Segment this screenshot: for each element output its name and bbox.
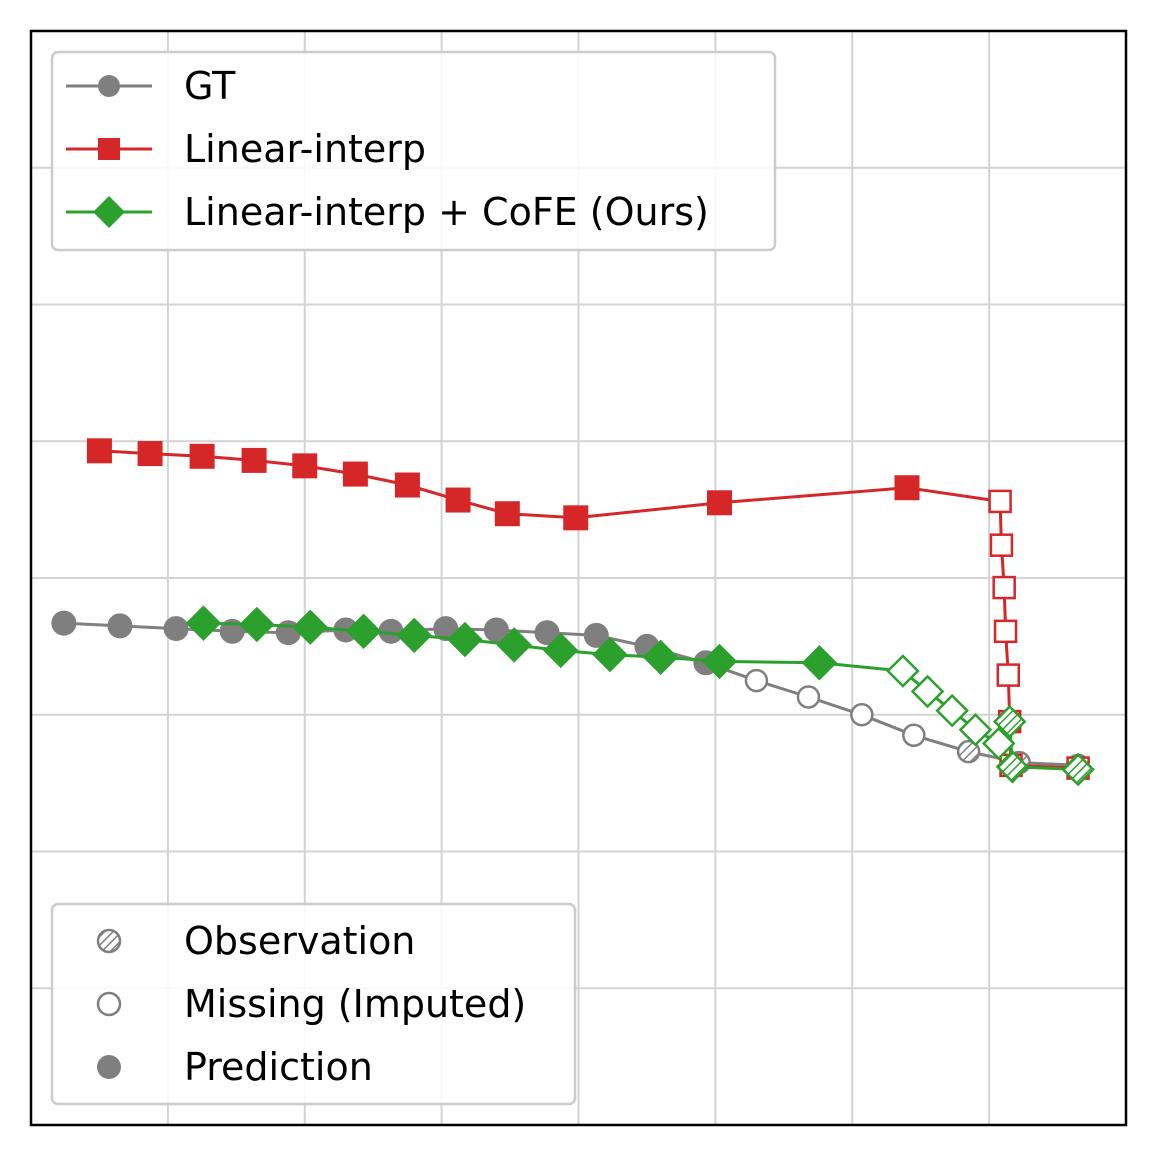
prediction-point-linear-interp-8 xyxy=(494,501,520,527)
series-legend: GT Linear-interp Linear-interp + CoFE (O… xyxy=(50,50,777,252)
legend-marker-cofe xyxy=(93,196,125,228)
prediction-point-linear-interp-4 xyxy=(292,453,318,479)
legend-label-prediction: Prediction xyxy=(184,1045,373,1089)
missing-point-linear-interp-0 xyxy=(988,489,1012,514)
prediction-point-gt-10 xyxy=(583,622,609,648)
prediction-point-linear-interp-1 xyxy=(137,441,163,467)
observation-point-gt-0 xyxy=(956,739,981,764)
prediction-point-gt-0 xyxy=(51,610,77,636)
prediction-point-cofe-3 xyxy=(345,613,382,650)
series-line-linear-interp xyxy=(99,449,1079,770)
prediction-point-cofe-1 xyxy=(239,606,275,643)
prediction-point-cofe-2 xyxy=(292,609,328,645)
prediction-point-linear-interp-7 xyxy=(445,487,471,513)
series-linear-interp xyxy=(86,438,1090,780)
prediction-point-cofe-0 xyxy=(185,605,222,641)
marker-type-legend-box xyxy=(50,902,577,1106)
legend-marker-linear-interp xyxy=(98,138,120,160)
missing-point-gt-1 xyxy=(796,685,821,709)
legend-entry-gt: GT xyxy=(66,64,236,108)
series-legend-box xyxy=(50,50,777,252)
observation-point-cofe-0 xyxy=(992,704,1027,739)
legend-label-gt: GT xyxy=(184,64,236,108)
prediction-point-cofe-7 xyxy=(542,632,579,669)
prediction-point-linear-interp-0 xyxy=(86,438,112,464)
legend-entry-linear-interp: Linear-interp xyxy=(66,127,426,171)
prediction-point-linear-interp-2 xyxy=(189,443,215,469)
prediction-point-linear-interp-3 xyxy=(241,447,267,473)
missing-point-linear-interp-1 xyxy=(989,533,1014,557)
missing-point-gt-2 xyxy=(850,703,874,727)
observation-point-cofe-1 xyxy=(995,749,1030,784)
legend-label-linear-interp: Linear-interp xyxy=(184,127,426,171)
missing-point-cofe-3 xyxy=(958,713,993,747)
legend-entry-observation: Observation xyxy=(96,919,415,963)
prediction-point-gt-2 xyxy=(163,616,189,642)
prediction-point-cofe-11 xyxy=(801,645,838,681)
missing-point-linear-interp-2 xyxy=(992,575,1016,600)
prediction-point-linear-interp-9 xyxy=(563,505,589,531)
prediction-point-gt-7 xyxy=(433,616,459,642)
legend-label-cofe: Linear-interp + CoFE (Ours) xyxy=(184,190,709,234)
prediction-point-cofe-6 xyxy=(496,627,532,663)
missing-point-cofe-4 xyxy=(981,726,1016,761)
legend-marker-prediction xyxy=(97,1055,121,1079)
legend-entry-prediction: Prediction xyxy=(97,1045,373,1089)
prediction-point-gt-1 xyxy=(107,613,133,639)
prediction-point-cofe-8 xyxy=(592,636,628,673)
prediction-point-cofe-9 xyxy=(642,639,679,676)
legend-label-observation: Observation xyxy=(184,919,415,963)
missing-point-cofe-2 xyxy=(935,693,969,728)
prediction-point-cofe-10 xyxy=(701,643,738,680)
missing-point-gt-0 xyxy=(744,668,769,693)
missing-point-cofe-1 xyxy=(910,674,945,709)
prediction-point-linear-interp-6 xyxy=(394,472,420,498)
legend-marker-observation xyxy=(96,928,122,954)
prediction-point-cofe-4 xyxy=(396,617,432,654)
prediction-point-cofe-5 xyxy=(447,621,483,658)
prediction-point-linear-interp-11 xyxy=(894,475,920,501)
legend-marker-gt xyxy=(98,75,120,97)
legend-marker-missing xyxy=(96,991,122,1017)
plot-frame xyxy=(29,29,1128,1127)
legend-label-missing: Missing (Imputed) xyxy=(184,982,526,1026)
prediction-point-linear-interp-5 xyxy=(342,461,368,487)
marker-type-legend: Observation Missing (Imputed) Prediction xyxy=(50,902,577,1106)
prediction-point-gt-9 xyxy=(534,620,560,646)
prediction-point-linear-interp-10 xyxy=(706,490,732,516)
missing-point-cofe-0 xyxy=(886,654,920,688)
series-cofe xyxy=(185,605,1095,787)
legend-entry-cofe: Linear-interp + CoFE (Ours) xyxy=(66,190,709,234)
missing-point-gt-3 xyxy=(902,723,926,748)
legend-entry-missing: Missing (Imputed) xyxy=(96,982,526,1026)
missing-point-linear-interp-4 xyxy=(996,663,1021,687)
observation-point-cofe-2 xyxy=(1061,752,1095,787)
series-layer xyxy=(51,438,1095,787)
missing-point-linear-interp-3 xyxy=(993,619,1018,644)
